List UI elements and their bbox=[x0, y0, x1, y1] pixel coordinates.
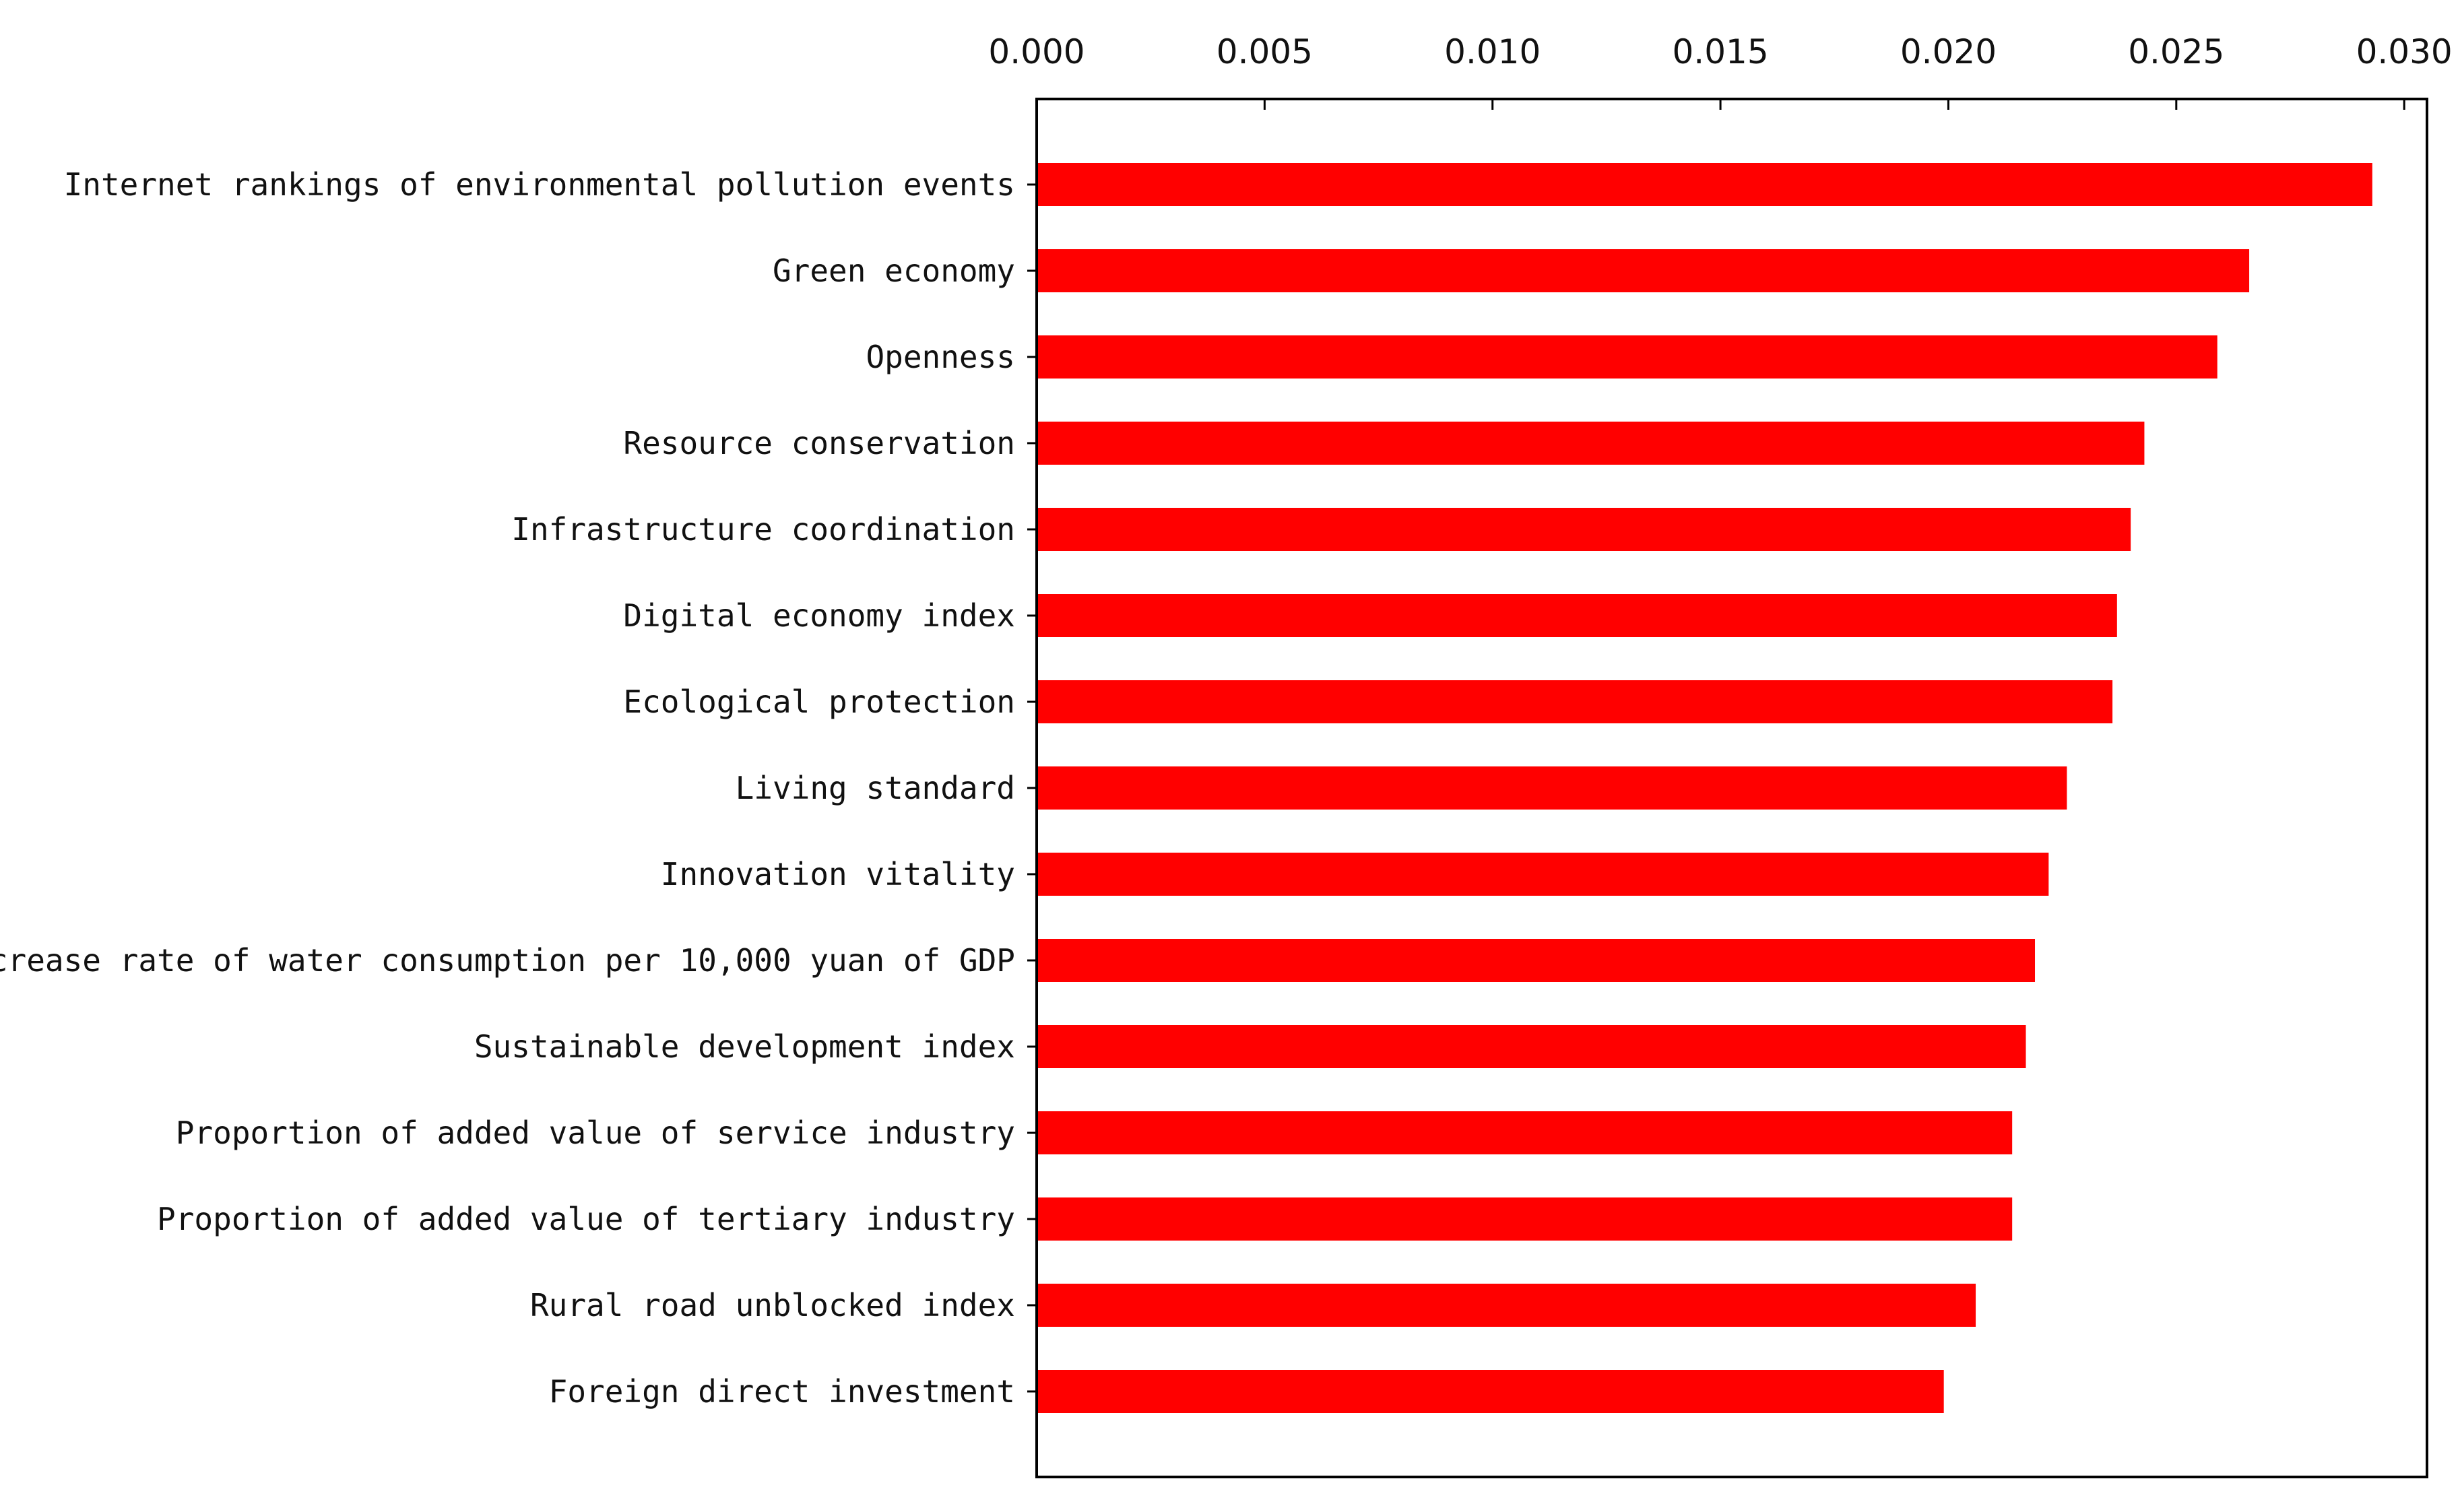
x-tick-label: 0.005 bbox=[1217, 32, 1313, 71]
category-label: Innovation vitality bbox=[661, 856, 1015, 892]
y-axis: Internet rankings of environmental pollu… bbox=[0, 166, 1037, 1410]
category-label: Living standard bbox=[736, 770, 1015, 806]
x-tick-label: 0.020 bbox=[1900, 32, 1997, 71]
x-tick-label: 0.000 bbox=[988, 32, 1085, 71]
bar bbox=[1037, 680, 2113, 723]
category-label: Internet rankings of environmental pollu… bbox=[64, 166, 1015, 203]
category-label: Rural road unblocked index bbox=[530, 1287, 1015, 1323]
bar bbox=[1037, 939, 2036, 982]
category-label: Proportion of added value of tertiary in… bbox=[157, 1201, 1015, 1237]
bar bbox=[1037, 1025, 2026, 1068]
bar bbox=[1037, 853, 2049, 896]
bars-layer bbox=[1037, 163, 2372, 1413]
bar bbox=[1037, 1197, 2013, 1241]
category-label: Ecological protection bbox=[623, 684, 1015, 720]
category-label: Infrastructure coordination bbox=[511, 511, 1015, 548]
category-label: Digital economy index bbox=[623, 597, 1015, 634]
bar bbox=[1037, 1284, 1976, 1327]
bar bbox=[1037, 335, 2218, 379]
category-label: Sustainable development index bbox=[474, 1028, 1015, 1065]
bar bbox=[1037, 766, 2067, 810]
category-label: Foreign direct investment bbox=[549, 1373, 1015, 1410]
x-tick-label: 0.030 bbox=[2356, 32, 2453, 71]
bar bbox=[1037, 1111, 2013, 1154]
x-tick-label: 0.010 bbox=[1444, 32, 1541, 71]
category-label: Proportion of added value of service ind… bbox=[176, 1115, 1015, 1151]
x-tick-label: 0.015 bbox=[1673, 32, 1769, 71]
category-label: Decrease rate of water consumption per 1… bbox=[0, 942, 1015, 979]
x-axis: 0.000 0.005 0.010 0.015 0.020 0.025 0.030 bbox=[988, 32, 2453, 110]
bar bbox=[1037, 163, 2372, 206]
category-label: Resource conservation bbox=[623, 425, 1015, 461]
bar bbox=[1037, 508, 2131, 551]
category-label: Green economy bbox=[773, 253, 1015, 289]
bar bbox=[1037, 249, 2250, 292]
plot-frame bbox=[1035, 98, 2428, 1478]
bar bbox=[1037, 422, 2145, 465]
bar bbox=[1037, 594, 2117, 637]
x-tick-label: 0.025 bbox=[2128, 32, 2224, 71]
bar bbox=[1037, 1370, 1944, 1413]
category-label: Openness bbox=[866, 339, 1015, 375]
